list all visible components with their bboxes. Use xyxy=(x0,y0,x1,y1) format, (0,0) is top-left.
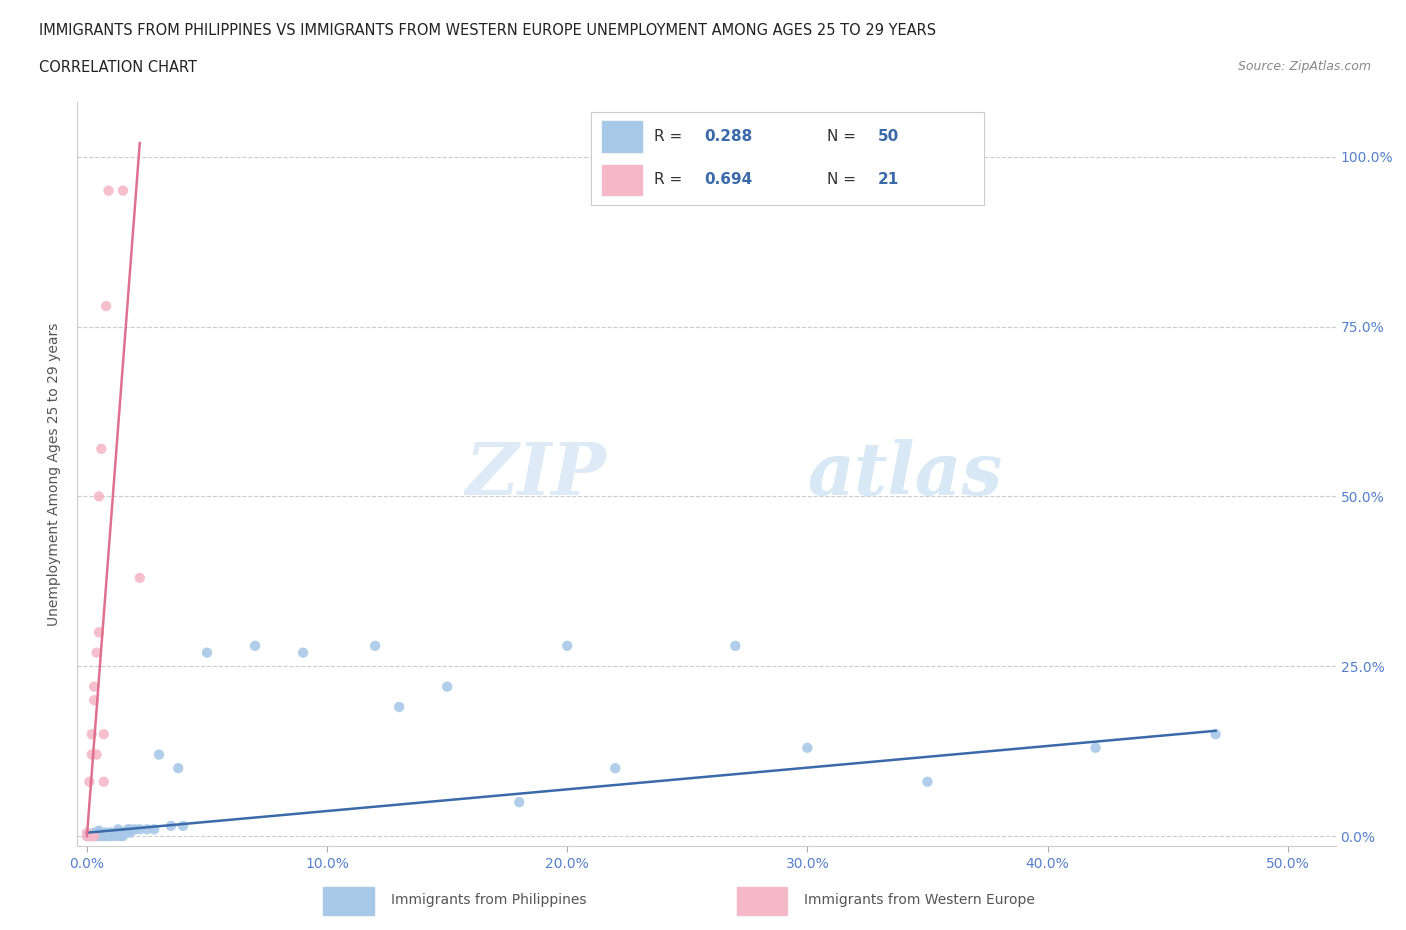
Y-axis label: Unemployment Among Ages 25 to 29 years: Unemployment Among Ages 25 to 29 years xyxy=(48,323,62,626)
Point xyxy=(94,829,117,844)
Text: IMMIGRANTS FROM PHILIPPINES VS IMMIGRANTS FROM WESTERN EUROPE UNEMPLOYMENT AMONG: IMMIGRANTS FROM PHILIPPINES VS IMMIGRANT… xyxy=(39,23,936,38)
Bar xyxy=(602,121,641,152)
Text: N =: N = xyxy=(827,128,860,144)
Point xyxy=(87,489,110,504)
Point xyxy=(79,775,101,790)
Point xyxy=(160,818,183,833)
Point xyxy=(917,775,939,790)
Point xyxy=(87,825,110,840)
Point xyxy=(107,822,129,837)
Bar xyxy=(323,887,374,915)
Point xyxy=(292,645,315,660)
Point xyxy=(796,740,818,755)
Point xyxy=(80,747,103,762)
Text: Immigrants from Western Europe: Immigrants from Western Europe xyxy=(804,893,1035,907)
Point xyxy=(724,638,747,653)
Point xyxy=(104,825,127,840)
Text: 50: 50 xyxy=(877,128,900,144)
Point xyxy=(87,823,110,838)
Text: Source: ZipAtlas.com: Source: ZipAtlas.com xyxy=(1237,60,1371,73)
Text: R =: R = xyxy=(654,128,686,144)
Point xyxy=(97,825,120,840)
Point xyxy=(172,818,194,833)
Point xyxy=(83,825,105,840)
Point xyxy=(83,679,105,694)
Point xyxy=(1084,740,1107,755)
Point xyxy=(86,829,108,844)
Point xyxy=(94,825,117,840)
Point xyxy=(90,442,112,457)
Text: N =: N = xyxy=(827,172,860,187)
Point xyxy=(93,726,115,741)
Point xyxy=(111,825,134,840)
Text: R =: R = xyxy=(654,172,686,187)
Point xyxy=(111,183,134,198)
Point xyxy=(104,829,127,844)
Point xyxy=(167,761,190,776)
Text: 0.694: 0.694 xyxy=(704,172,754,187)
Text: atlas: atlas xyxy=(807,439,1002,510)
Text: 21: 21 xyxy=(877,172,900,187)
Point xyxy=(87,829,110,844)
Point xyxy=(100,829,122,844)
Point xyxy=(195,645,218,660)
Point xyxy=(86,645,108,660)
Point xyxy=(111,829,134,844)
Point xyxy=(124,822,146,837)
Point xyxy=(128,822,150,837)
Point xyxy=(143,822,166,837)
Point xyxy=(436,679,458,694)
Point xyxy=(79,829,101,844)
Point xyxy=(76,829,98,844)
Point xyxy=(80,829,103,844)
Point xyxy=(364,638,387,653)
Bar xyxy=(737,887,787,915)
Point xyxy=(148,747,170,762)
Text: CORRELATION CHART: CORRELATION CHART xyxy=(39,60,197,75)
Point xyxy=(117,822,139,837)
Point xyxy=(93,825,115,840)
Point xyxy=(83,693,105,708)
Point xyxy=(97,183,120,198)
Point xyxy=(114,825,136,840)
Point xyxy=(555,638,578,653)
Point xyxy=(93,775,115,790)
Point xyxy=(388,699,411,714)
Point xyxy=(86,747,108,762)
Point xyxy=(605,761,627,776)
Point xyxy=(508,795,530,810)
Point xyxy=(94,299,117,313)
Text: Immigrants from Philippines: Immigrants from Philippines xyxy=(391,893,586,907)
Point xyxy=(79,829,101,844)
Point xyxy=(80,726,103,741)
Point xyxy=(1205,726,1227,741)
Text: ZIP: ZIP xyxy=(465,439,606,510)
Point xyxy=(100,825,122,840)
Point xyxy=(76,825,98,840)
Point xyxy=(128,570,150,585)
Point xyxy=(97,829,120,844)
Bar xyxy=(602,165,641,195)
Point xyxy=(136,822,159,837)
Point xyxy=(83,829,105,844)
Point xyxy=(83,829,105,844)
Point xyxy=(80,829,103,844)
Point xyxy=(120,822,142,837)
Point xyxy=(87,625,110,640)
Point xyxy=(243,638,266,653)
Point xyxy=(90,829,112,844)
Point xyxy=(110,829,132,844)
Point xyxy=(120,825,142,840)
Text: 0.288: 0.288 xyxy=(704,128,754,144)
Point xyxy=(76,829,98,844)
Point xyxy=(93,829,115,844)
